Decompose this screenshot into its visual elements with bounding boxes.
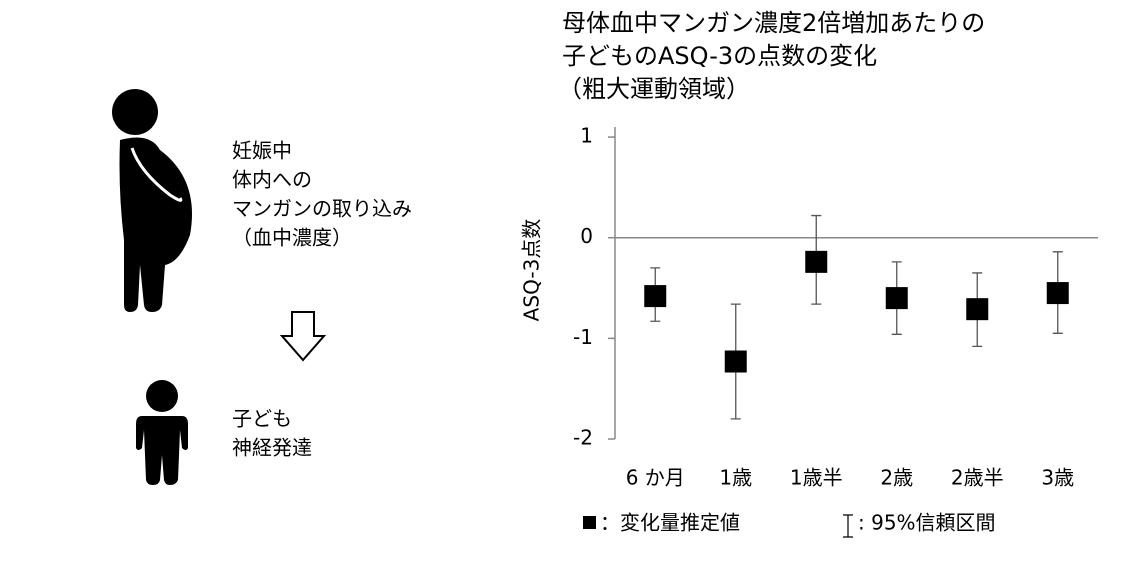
legend-marker bbox=[583, 516, 596, 529]
y-tick-label: -2 bbox=[573, 426, 593, 450]
point bbox=[885, 287, 908, 310]
chart-title: 母体血中マンガン濃度2倍増加あたりの bbox=[562, 9, 985, 37]
x-tick-label: 6 か月 bbox=[626, 466, 685, 490]
diagram-text: （血中濃度） bbox=[232, 226, 352, 250]
diagram-text: 妊娠中 bbox=[232, 139, 292, 163]
down-arrow bbox=[279, 311, 327, 362]
chart-title: （粗大運動領域） bbox=[558, 75, 750, 103]
x-tick-label: 3歳 bbox=[1041, 466, 1074, 490]
chart-title: 子どものASQ-3の点数の変化 bbox=[562, 42, 877, 70]
x-tick-label: 2歳 bbox=[880, 466, 913, 490]
legend-label: ：変化量推定値 bbox=[600, 511, 740, 535]
y-tick-label: 0 bbox=[580, 224, 593, 248]
x-tick-label: 2歳半 bbox=[951, 466, 1004, 490]
point bbox=[966, 298, 989, 321]
point bbox=[644, 285, 667, 308]
mother-icon bbox=[112, 89, 192, 312]
x-tick-label: 1歳半 bbox=[790, 466, 843, 490]
legend-label: : 95%信頼区間 bbox=[858, 511, 996, 535]
y-tick-label: -1 bbox=[573, 325, 593, 349]
diagram-text: マンガンの取り込み bbox=[232, 197, 412, 221]
y-tick-label: 1 bbox=[580, 124, 593, 148]
child-icon bbox=[136, 380, 188, 485]
diagram-text: 体内への bbox=[232, 168, 312, 192]
diagram-text: 神経発達 bbox=[232, 436, 312, 460]
x-tick-label: 1歳 bbox=[719, 466, 752, 490]
legend-ci-symbol bbox=[843, 514, 853, 538]
point bbox=[724, 350, 747, 373]
point bbox=[1046, 282, 1069, 305]
point bbox=[805, 250, 828, 273]
diagram-text: 子ども bbox=[232, 407, 292, 431]
y-axis-label: ASQ-3点数 bbox=[520, 219, 544, 322]
